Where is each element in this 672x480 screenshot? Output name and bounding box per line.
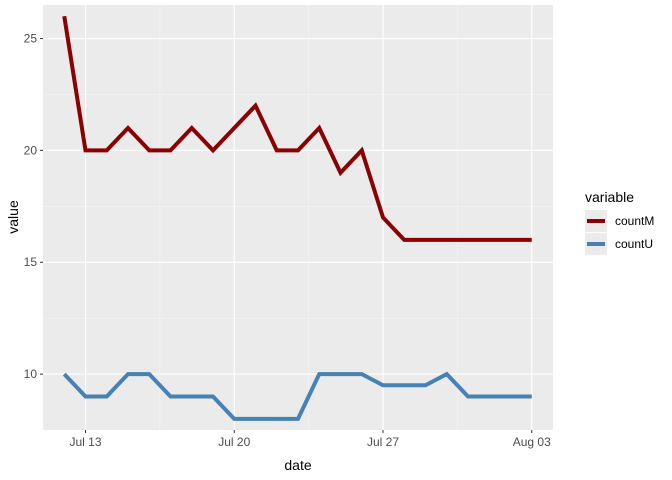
y-tick-label: 20 — [24, 143, 38, 157]
y-tick-label: 10 — [24, 367, 38, 381]
x-tick-label: Aug 03 — [513, 435, 551, 449]
plot-panel — [43, 5, 553, 430]
series-lines — [62, 15, 532, 421]
series-line-countU — [62, 371, 532, 421]
legend-title: variable — [585, 189, 634, 205]
legend-label-countU: countU — [615, 237, 653, 251]
series-line-countM — [62, 15, 532, 242]
x-tick-label: Jul 13 — [69, 435, 101, 449]
x-tick-label: Jul 27 — [367, 435, 399, 449]
y-tick-label: 15 — [24, 255, 38, 269]
x-tick-label: Jul 20 — [218, 435, 250, 449]
y-tick-label: 25 — [24, 32, 38, 46]
y-axis-title: value — [5, 200, 21, 234]
y-axis: 10 15 20 25 — [24, 32, 43, 381]
grid-minor — [43, 5, 553, 430]
x-axis-title: date — [284, 457, 311, 473]
x-axis: Jul 13 Jul 20 Jul 27 Aug 03 — [69, 430, 551, 449]
legend: variable countM countU — [585, 189, 654, 255]
legend-label-countM: countM — [615, 214, 654, 228]
